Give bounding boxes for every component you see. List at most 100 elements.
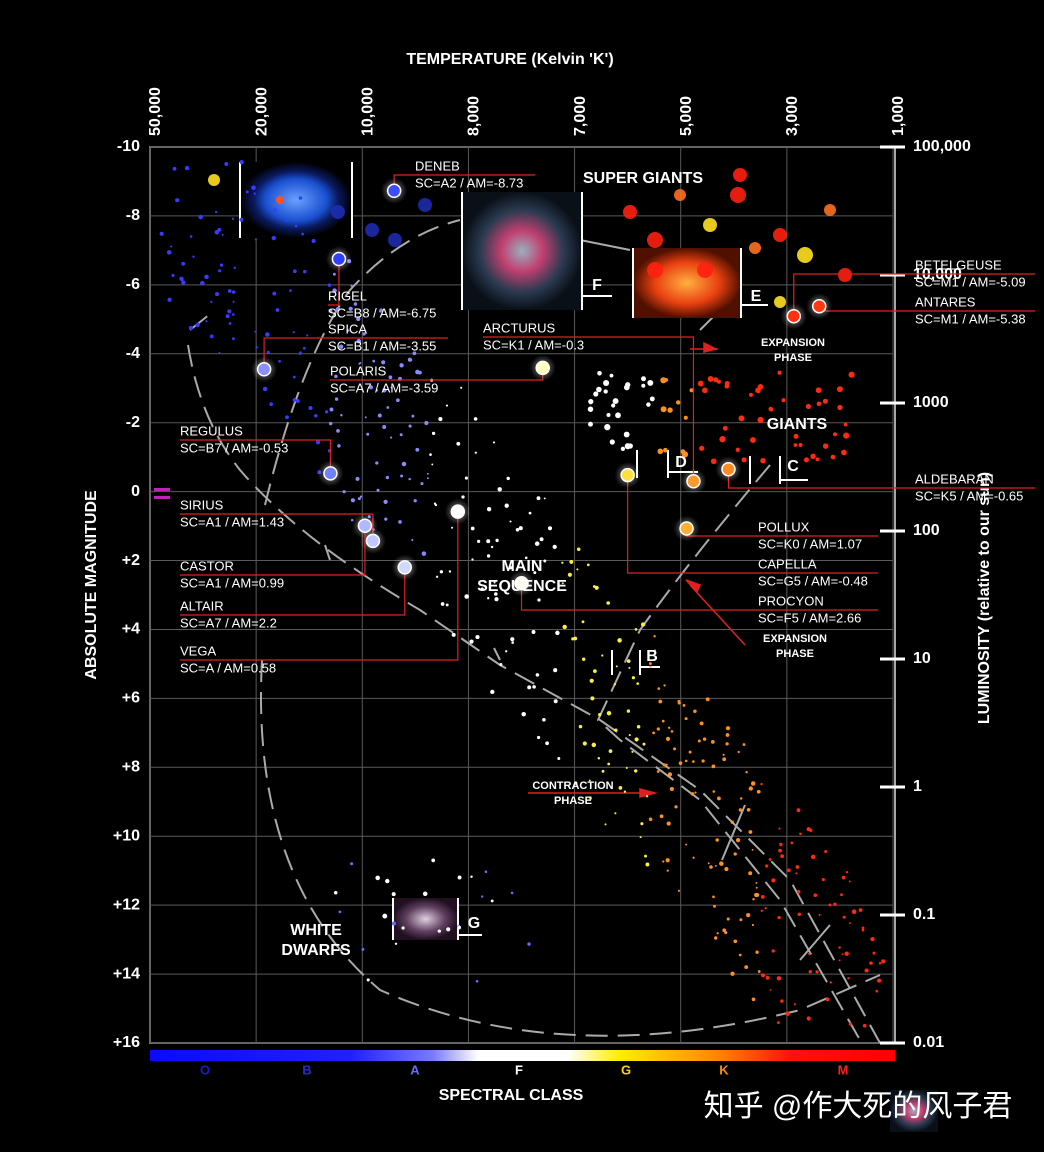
background-star <box>401 926 405 930</box>
background-star <box>350 498 355 503</box>
x-tick-label: 10,000 <box>360 87 377 136</box>
background-star <box>200 280 205 286</box>
background-star <box>697 262 713 278</box>
background-star <box>289 289 292 292</box>
background-star <box>609 439 615 445</box>
background-star <box>648 662 652 665</box>
background-star <box>840 893 843 897</box>
background-star <box>398 520 402 524</box>
region-label: PHASE <box>776 648 814 660</box>
background-star <box>391 892 396 897</box>
background-star <box>412 351 417 356</box>
background-star <box>760 909 763 912</box>
background-star <box>273 208 277 212</box>
star-name: REGULUS <box>180 423 243 438</box>
background-star <box>336 429 340 433</box>
background-star <box>864 968 869 973</box>
background-star <box>690 792 695 796</box>
background-star <box>716 932 719 935</box>
background-star <box>224 162 229 166</box>
connector <box>180 511 459 661</box>
connector <box>483 336 695 482</box>
background-star <box>822 398 828 404</box>
x-tick-label: 50,000 <box>147 87 164 136</box>
bracket <box>239 162 781 940</box>
background-star <box>601 654 604 657</box>
background-star <box>266 350 270 354</box>
background-star <box>532 685 536 689</box>
connector <box>180 525 366 576</box>
background-star <box>757 384 764 390</box>
background-stars <box>159 159 886 1028</box>
background-star <box>869 961 873 965</box>
background-star <box>739 918 743 922</box>
background-star <box>842 915 846 919</box>
background-star <box>777 370 782 375</box>
background-star <box>683 415 688 420</box>
blue-star-image <box>276 196 284 204</box>
background-star <box>460 386 463 389</box>
background-star <box>692 856 695 859</box>
background-star <box>528 511 532 515</box>
background-star <box>195 322 200 328</box>
background-star <box>726 917 730 921</box>
background-star <box>707 862 710 865</box>
background-star <box>641 383 646 388</box>
star-data-label: SC=A2 / AM=-8.73 <box>415 175 523 190</box>
background-star <box>646 402 651 407</box>
phase-marker: C <box>787 458 799 475</box>
background-star <box>292 398 297 402</box>
background-star <box>181 261 186 266</box>
background-star <box>484 870 488 873</box>
background-star <box>275 308 280 312</box>
background-star <box>611 403 616 408</box>
background-star <box>311 238 316 244</box>
star-name: CAPELLA <box>758 556 817 571</box>
background-star <box>510 637 515 642</box>
y-tick-label: +12 <box>113 896 140 913</box>
background-star <box>751 923 754 927</box>
background-star <box>350 862 354 866</box>
background-star <box>324 410 329 414</box>
background-star <box>755 950 759 954</box>
background-star <box>609 373 614 378</box>
spectral-class: M <box>838 1062 849 1077</box>
background-star <box>746 807 751 812</box>
y-tick-label: -10 <box>117 138 140 155</box>
background-star <box>806 827 811 832</box>
background-star <box>654 649 657 652</box>
background-star <box>843 432 850 439</box>
x-tick-label: 3,000 <box>784 96 801 136</box>
background-star <box>515 528 520 532</box>
phase-arrow <box>528 341 746 798</box>
background-star <box>645 795 649 798</box>
background-star <box>779 842 783 847</box>
background-star <box>167 297 172 302</box>
background-star <box>848 922 851 925</box>
connector <box>328 259 340 306</box>
background-star <box>469 639 474 644</box>
background-star <box>641 376 646 382</box>
background-star <box>411 414 415 418</box>
background-star <box>298 352 302 356</box>
background-star <box>713 904 716 908</box>
background-star <box>365 223 379 237</box>
background-star <box>315 440 321 445</box>
background-star <box>561 561 564 564</box>
background-star <box>816 401 822 407</box>
background-star <box>262 386 268 392</box>
background-star <box>810 453 816 459</box>
background-star <box>623 790 627 793</box>
background-star <box>533 571 537 575</box>
background-star <box>188 325 193 331</box>
background-star <box>382 388 387 393</box>
background-star <box>795 872 798 875</box>
y-tick-label: +10 <box>113 827 140 844</box>
spectral-class: B <box>302 1062 311 1077</box>
background-star <box>848 371 855 378</box>
background-star <box>506 476 510 481</box>
background-star <box>634 737 639 742</box>
star-name: PROCYON <box>758 593 824 608</box>
region-label: SUPER GIANTS <box>583 170 703 187</box>
